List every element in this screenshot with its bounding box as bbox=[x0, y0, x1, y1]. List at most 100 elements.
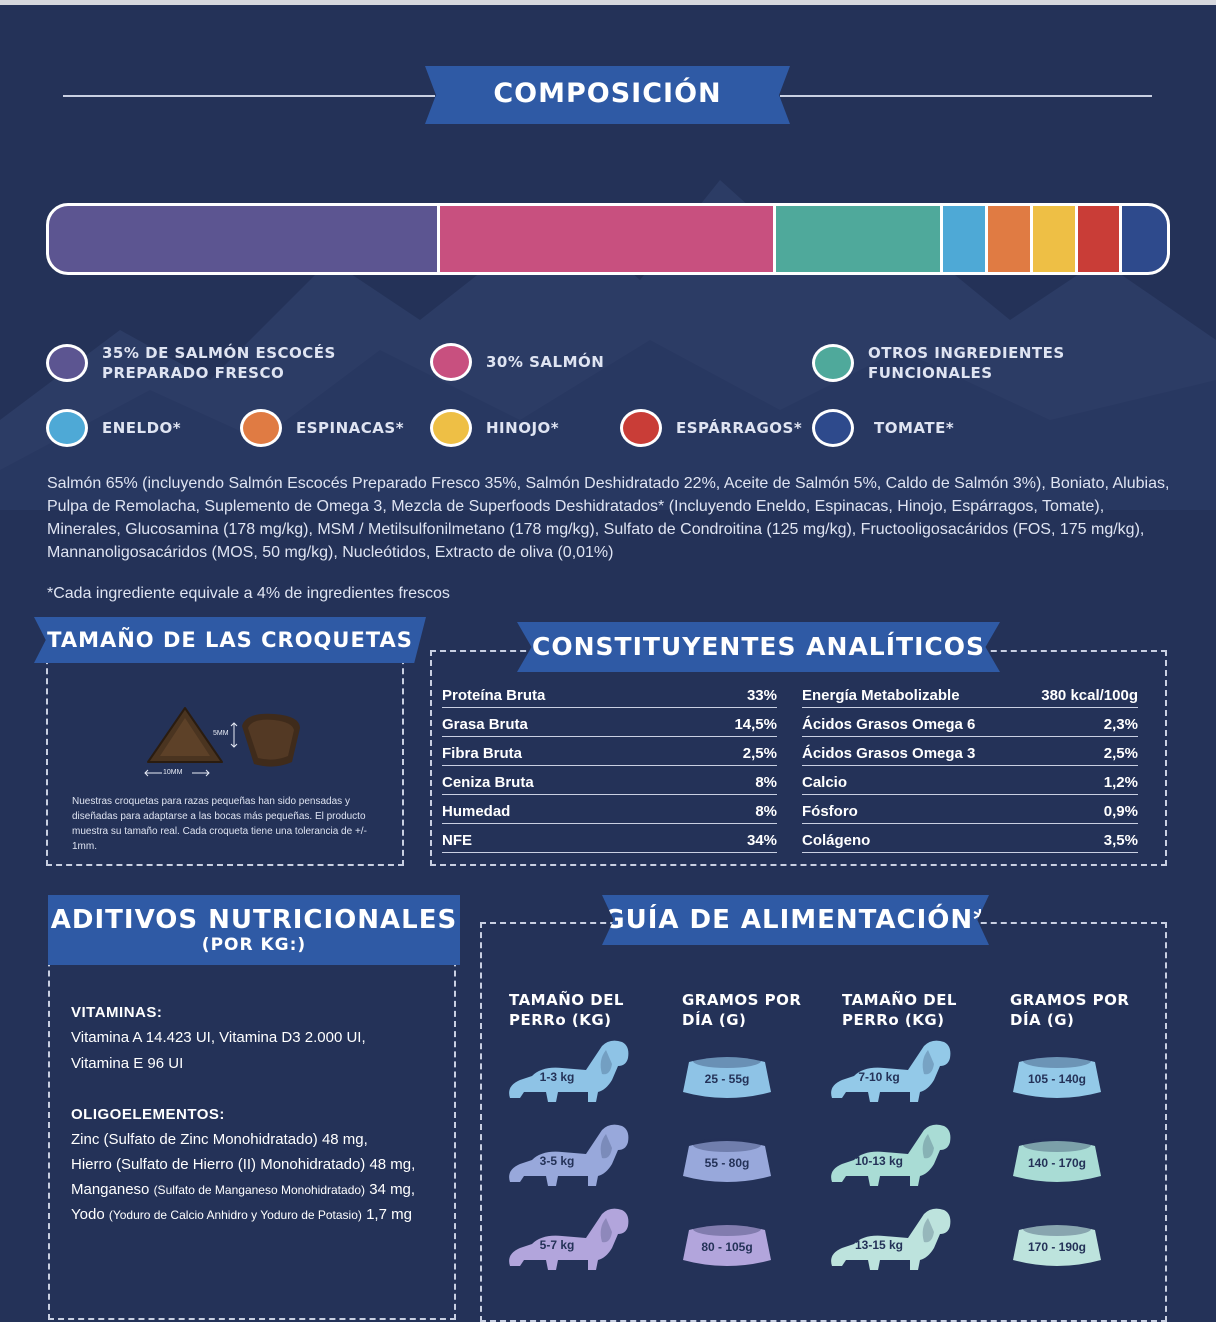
analytics-row: Calcio 1,2% bbox=[802, 767, 1138, 795]
analytics-value: 380 kcal/100g bbox=[1041, 687, 1138, 704]
legend-swatch bbox=[430, 409, 472, 447]
dog-weight-label: 10-13 kg bbox=[854, 1154, 904, 1168]
analytics-value: 1,2% bbox=[1103, 774, 1138, 791]
dog-weight-label: 13-15 kg bbox=[854, 1238, 904, 1252]
composition-segment-otros bbox=[775, 206, 944, 272]
legend-swatch bbox=[620, 409, 662, 447]
grams-label: 25 - 55g bbox=[704, 1072, 750, 1086]
analytics-row: Humedad 8% bbox=[442, 796, 777, 824]
analytics-value: 2,5% bbox=[1103, 745, 1138, 762]
feeding-header: TAMAÑO DEL PERRo (KG) bbox=[842, 991, 957, 1029]
analytics-label: Grasa Bruta bbox=[442, 716, 528, 733]
analytics-label: Fósforo bbox=[802, 803, 858, 820]
oligo-line-zinc: Zinc (Sulfato de Zinc Monohidratado) 48 … bbox=[71, 1131, 368, 1148]
analytics-row: Ácidos Grasos Omega 3 2,5% bbox=[802, 738, 1138, 766]
vitaminas-title: VITAMINAS: bbox=[71, 1004, 163, 1021]
analytics-value: 2,3% bbox=[1103, 716, 1138, 733]
legend-item: OTROS INGREDIENTES FUNCIONALES bbox=[812, 343, 1065, 383]
legend-swatch bbox=[46, 344, 88, 382]
legend-item: TOMATE* bbox=[812, 409, 954, 447]
legend-item: HINOJO* bbox=[430, 409, 559, 447]
analytics-value: 33% bbox=[746, 687, 777, 704]
composition-bar bbox=[46, 203, 1170, 275]
oligo-line-manganeso: Manganeso (Sulfato de Manganeso Monohidr… bbox=[71, 1181, 416, 1198]
composition-segment-tomate bbox=[1122, 206, 1167, 272]
legend-item: ESPÁRRAGOS* bbox=[620, 409, 802, 447]
kibble-width-arrow bbox=[144, 769, 210, 777]
feeding-header: TAMAÑO DEL PERRo (KG) bbox=[509, 991, 624, 1029]
analytics-label: Ácidos Grasos Omega 3 bbox=[802, 745, 976, 762]
analytics-label: Fibra Bruta bbox=[442, 745, 523, 762]
vitaminas-line-2: Vitamina E 96 UI bbox=[71, 1055, 184, 1072]
analytics-row: Proteína Bruta 33% bbox=[442, 680, 777, 708]
analytics-value: 8% bbox=[755, 803, 777, 820]
bowl-icon bbox=[1013, 1054, 1101, 1098]
kibble-height-arrow bbox=[230, 722, 238, 748]
legend-label: HINOJO* bbox=[486, 419, 560, 437]
feeding-header: GRAMOS POR DÍA (G) bbox=[1010, 991, 1130, 1029]
legend-swatch bbox=[46, 409, 88, 447]
analytics-label: Colágeno bbox=[802, 832, 871, 849]
analytics-value: 2,5% bbox=[742, 745, 777, 762]
composition-segment-esparragos bbox=[1077, 206, 1123, 272]
section-title-analiticos: CONSTITUYENTES ANALÍTICOS bbox=[517, 622, 1000, 672]
aditivos-subtitle: (POR KG:) bbox=[201, 935, 307, 955]
analytics-row: Fibra Bruta 2,5% bbox=[442, 738, 777, 766]
legend-swatch bbox=[812, 344, 854, 382]
divider-left bbox=[63, 95, 435, 97]
ingredients-list: Salmón 65% (incluyendo Salmón Escocés Pr… bbox=[47, 475, 1170, 561]
analytics-value: 0,9% bbox=[1103, 803, 1138, 820]
feeding-header: GRAMOS POR DÍA (G) bbox=[682, 991, 802, 1029]
bowl-icon bbox=[683, 1138, 771, 1182]
dog-weight-label: 1-3 kg bbox=[539, 1070, 575, 1084]
kibble-triangle-icon bbox=[147, 707, 223, 763]
legend-item: ENELDO* bbox=[46, 409, 181, 447]
legend-label: ENELDO* bbox=[102, 419, 182, 437]
dog-icon bbox=[509, 1208, 629, 1270]
dog-weight-label: 5-7 kg bbox=[539, 1238, 575, 1252]
legend-item: 35% DE SALMÓN ESCOCÉS PREPARADO FRESCO bbox=[46, 343, 336, 383]
mountain-background bbox=[0, 180, 1216, 510]
kibble-height-label: 5MM bbox=[213, 730, 229, 737]
bowl-icon bbox=[683, 1222, 771, 1266]
kibble-side-icon bbox=[242, 713, 300, 767]
legend-swatch bbox=[812, 409, 854, 447]
analytics-value: 8% bbox=[755, 774, 777, 791]
grams-label: 105 - 140g bbox=[1027, 1072, 1087, 1086]
oligoelementos-title: OLIGOELEMENTOS: bbox=[71, 1106, 225, 1123]
grams-label: 140 - 170g bbox=[1027, 1156, 1087, 1170]
bowl-icon bbox=[1013, 1138, 1101, 1182]
oligo-line-yodo: Yodo (Yoduro de Calcio Anhidro y Yoduro … bbox=[71, 1206, 412, 1223]
composition-segment-eneldo bbox=[943, 206, 989, 272]
dog-icon bbox=[831, 1040, 951, 1102]
section-title-guia: GUÍA DE ALIMENTACIÓN* bbox=[602, 895, 989, 945]
oligo-line-hierro: Hierro (Sulfato de Hierro (II) Monohidra… bbox=[71, 1156, 416, 1173]
legend-swatch bbox=[240, 409, 282, 447]
composition-segment-hinojo bbox=[1032, 206, 1078, 272]
composition-segment-salmon bbox=[440, 206, 776, 272]
kibble-width-label: 10MM bbox=[163, 769, 183, 776]
top-strip bbox=[0, 0, 1216, 5]
analytics-label: Humedad bbox=[442, 803, 511, 820]
kibble-caption: Nuestras croquetas para razas pequeñas h… bbox=[72, 796, 367, 852]
bowl-icon bbox=[1013, 1222, 1101, 1266]
analytics-value: 14,5% bbox=[734, 716, 777, 733]
dog-icon bbox=[509, 1040, 629, 1102]
bowl-icon bbox=[683, 1054, 771, 1098]
analytics-row: Energía Metabolizable 380 kcal/100g bbox=[802, 680, 1138, 708]
dog-icon bbox=[509, 1124, 629, 1186]
dog-weight-label: 3-5 kg bbox=[539, 1154, 575, 1168]
composition-segment-espinacas bbox=[988, 206, 1033, 272]
grams-label: 55 - 80g bbox=[704, 1156, 750, 1170]
dog-weight-label: 7-10 kg bbox=[858, 1070, 900, 1084]
legend-label: ESPÁRRAGOS* bbox=[676, 419, 803, 437]
dog-icon bbox=[831, 1208, 951, 1270]
legend-item: 30% SALMÓN bbox=[430, 343, 604, 381]
grams-label: 80 - 105g bbox=[701, 1240, 753, 1254]
analytics-label: Energía Metabolizable bbox=[802, 687, 960, 704]
analytics-row: Fósforo 0,9% bbox=[802, 796, 1138, 824]
section-title-aditivos: ADITIVOS NUTRICIONALES (POR KG:) bbox=[48, 895, 460, 965]
analytics-value: 3,5% bbox=[1103, 832, 1138, 849]
composition-segment-salmon-escoces bbox=[49, 206, 441, 272]
legend-label: 30% SALMÓN bbox=[486, 353, 605, 371]
